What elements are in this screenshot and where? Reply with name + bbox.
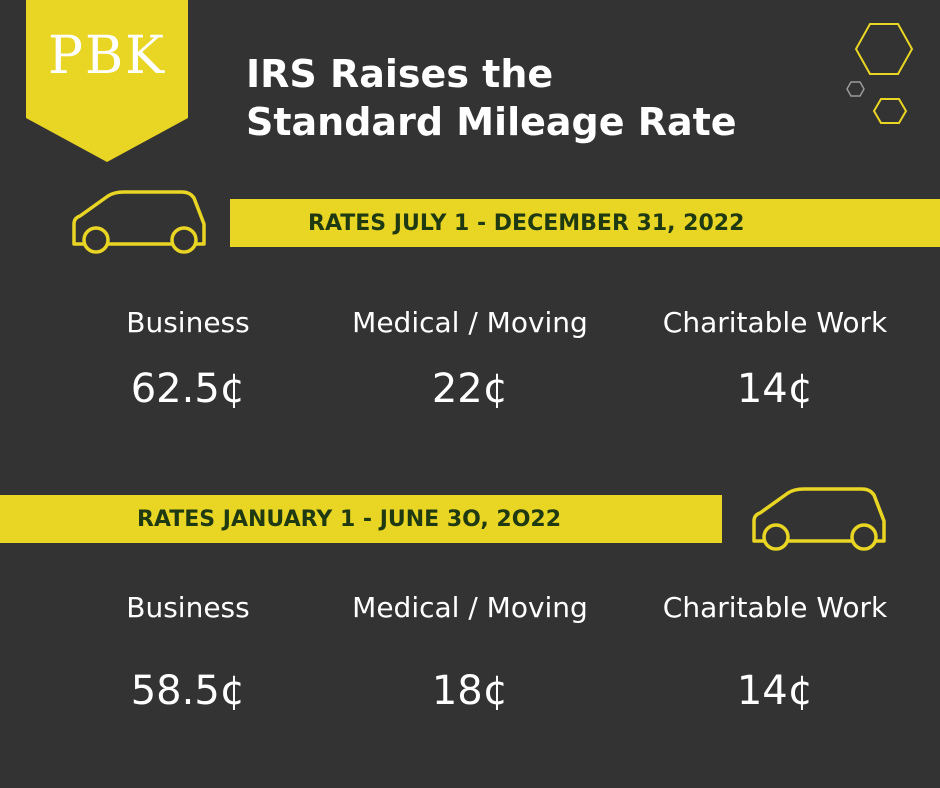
car-icon [72, 190, 206, 254]
charitable-work-rate: 14¢ [736, 668, 814, 714]
business-rate: 58.5¢ [130, 668, 246, 714]
page-title: IRS Raises the Standard Mileage Rate [246, 50, 806, 146]
business-rate: 62.5¢ [130, 366, 246, 412]
title-line-2: Standard Mileage Rate [246, 100, 737, 144]
medical-moving-label: Medical / Moving [352, 591, 588, 624]
rates-band-2: RATES JANUARY 1 - JUNE 3O, 2O22 [0, 495, 722, 543]
section-1-heading: RATES JULY 1 - DECEMBER 31, 2022 [308, 210, 745, 236]
rates-band-1: RATES JULY 1 - DECEMBER 31, 2022 [230, 199, 940, 247]
logo-text: PBK [47, 26, 167, 86]
charitable-work-rate: 14¢ [736, 366, 814, 412]
business-label: Business [126, 591, 250, 624]
charitable-work-label: Charitable Work [662, 591, 888, 624]
medical-moving-rate: 22¢ [431, 366, 509, 412]
charitable-work-label: Charitable Work [662, 306, 888, 339]
business-label: Business [126, 306, 250, 339]
hexagon-cluster-icon [846, 23, 914, 124]
title-line-1: IRS Raises the [246, 52, 554, 96]
logo-banner [26, 0, 188, 162]
medical-moving-label: Medical / Moving [352, 306, 588, 339]
section-2-heading: RATES JANUARY 1 - JUNE 3O, 2O22 [137, 506, 562, 532]
medical-moving-rate: 18¢ [431, 668, 509, 714]
car-icon [752, 487, 886, 551]
